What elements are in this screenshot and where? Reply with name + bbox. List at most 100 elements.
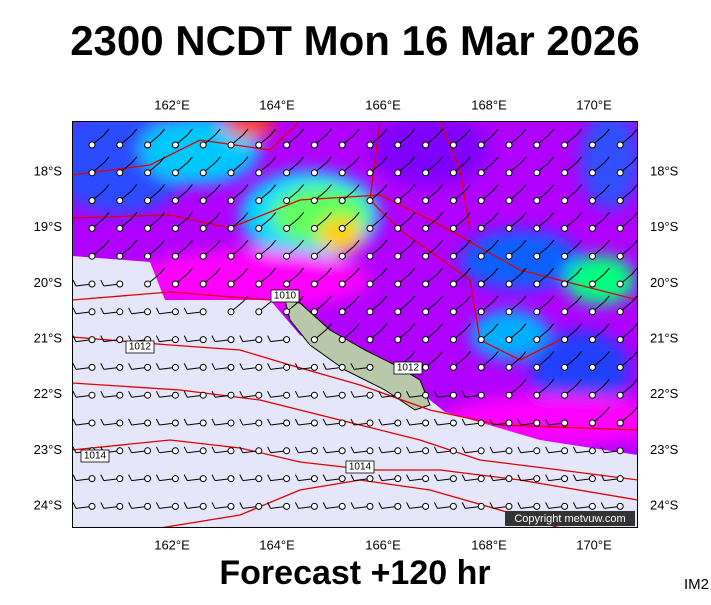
barb-feather: [631, 378, 638, 386]
barb-station: [227, 475, 235, 483]
barb-feather: [576, 156, 582, 164]
isobar-label-box: [80, 449, 110, 463]
barb-station: [283, 197, 291, 205]
barb-station: [338, 308, 346, 316]
barb-station: [338, 391, 346, 399]
barb-station: [88, 169, 96, 177]
barb-feather: [465, 239, 471, 247]
barb-feather: [409, 267, 416, 275]
barb-feather: [409, 156, 416, 164]
barb-feather: [350, 418, 355, 426]
barb-feather: [350, 474, 355, 481]
barb-feather: [267, 363, 272, 370]
barb-station: [366, 502, 374, 510]
forecast-label: Forecast +120 hr: [219, 554, 490, 592]
lon-label: 166°E: [365, 537, 401, 552]
barb-station: [394, 224, 402, 232]
barb-station: [199, 197, 207, 205]
barb-station: [422, 447, 430, 455]
barb-station: [533, 169, 541, 177]
barb-feather: [492, 239, 499, 247]
barb-feather: [159, 184, 165, 191]
lon-labels-bottom: 162°E 164°E 166°E 168°E 170°E: [154, 537, 612, 552]
barb-feather: [326, 128, 332, 136]
barb-station: [422, 141, 430, 149]
barb-station: [171, 252, 179, 260]
barb-station: [116, 391, 124, 399]
barb-station: [505, 169, 513, 177]
barb-feather: [72, 390, 77, 398]
barb-feather: [298, 128, 304, 136]
barb-feather: [604, 212, 610, 219]
barb-feather: [100, 279, 105, 287]
barb-station: [310, 141, 318, 149]
barb-station: [144, 308, 152, 316]
barb-feather: [298, 295, 304, 303]
barb-feather: [353, 323, 360, 330]
barb-station: [505, 336, 513, 344]
barb-station: [116, 502, 124, 510]
barb-station: [255, 308, 263, 316]
barb-feather: [159, 212, 165, 219]
barb-station: [588, 197, 596, 205]
barb-feather: [211, 418, 216, 426]
barb-station: [449, 197, 457, 205]
barb-feather: [267, 418, 272, 426]
barb-feather: [461, 474, 466, 481]
barb-feather: [631, 323, 638, 330]
barb-feather: [267, 335, 272, 342]
isobar-label: 1014: [349, 462, 372, 473]
barb-station: [199, 419, 207, 427]
isobar-labels: 1010 1012 1012 1014 1014: [80, 289, 423, 474]
barb-feather: [128, 502, 133, 509]
barb-station: [616, 141, 624, 149]
barb-feather: [465, 323, 471, 330]
barb-feather: [155, 418, 160, 426]
barb-feather: [270, 184, 277, 191]
barb-station: [477, 141, 485, 149]
barb-feather: [294, 474, 299, 481]
barb-feather: [381, 267, 388, 275]
barb-feather: [604, 406, 610, 414]
barb-feather: [187, 239, 193, 247]
barb-station: [116, 224, 124, 232]
barb-station: [255, 252, 263, 260]
barb-station: [338, 280, 346, 288]
lat-label: 19°S: [34, 219, 63, 234]
barb-feather: [326, 156, 332, 164]
barb-feather: [100, 363, 105, 370]
barb-feather: [631, 406, 638, 414]
barb-station: [338, 475, 346, 483]
barb-station: [616, 363, 624, 371]
barb-feather: [183, 390, 188, 398]
barb-station: [561, 419, 569, 427]
barb-feather: [517, 446, 522, 454]
barb-feather: [572, 446, 577, 454]
barb-feather: [545, 474, 550, 481]
barb-station: [116, 169, 124, 177]
barb-station: [227, 224, 235, 232]
barb-station: [88, 308, 96, 316]
barb-station: [255, 141, 263, 149]
barb-station: [116, 141, 124, 149]
barb-station: [394, 141, 402, 149]
barb-station: [588, 363, 596, 371]
barb-station: [561, 197, 569, 205]
barb-station: [88, 280, 96, 288]
barb-feather: [548, 128, 555, 136]
barb-station: [283, 502, 291, 510]
barb-feather: [128, 418, 133, 426]
barb-station: [505, 363, 513, 371]
barb-station: [588, 391, 596, 399]
barb-feather: [548, 156, 555, 164]
barb-station: [283, 475, 291, 483]
barb-feather: [322, 363, 327, 370]
barb-feather: [350, 502, 355, 509]
barb-feather: [520, 156, 527, 164]
barb-station: [533, 447, 541, 455]
barb-feather: [409, 239, 416, 247]
barb-feather: [520, 212, 527, 219]
barb-feather: [604, 351, 610, 358]
barb-feather: [183, 446, 188, 454]
barb-station: [227, 502, 235, 510]
